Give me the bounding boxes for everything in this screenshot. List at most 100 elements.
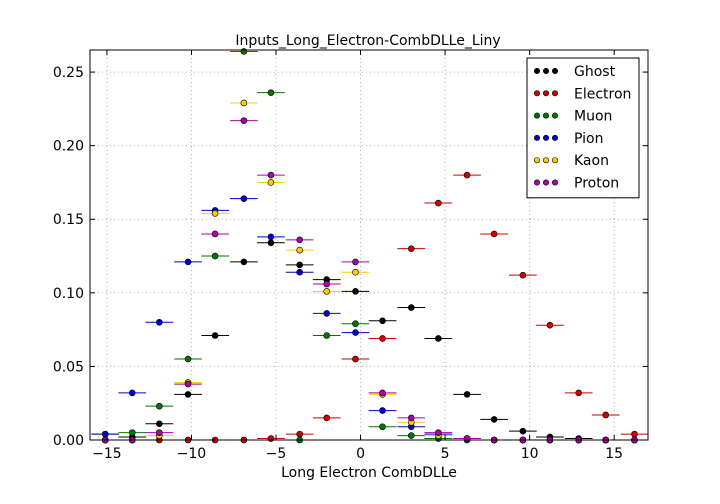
data-point bbox=[128, 429, 136, 436]
data-point bbox=[184, 380, 192, 388]
y-tick-label: 0.00 bbox=[53, 433, 84, 449]
legend-marker bbox=[533, 90, 540, 97]
data-point bbox=[519, 271, 527, 279]
y-tick-label: 0.10 bbox=[53, 286, 84, 302]
data-point bbox=[240, 195, 248, 202]
data-point bbox=[156, 420, 163, 428]
legend-marker bbox=[551, 90, 558, 97]
legend: Ghost Electron Muon Pion Kaon Proton bbox=[526, 57, 640, 199]
data-point bbox=[184, 258, 192, 266]
x-tick-label: 15 bbox=[605, 446, 623, 462]
data-point bbox=[407, 245, 415, 252]
data-point bbox=[128, 389, 136, 397]
data-point bbox=[240, 258, 248, 266]
axis-ticks: −15 −10 −5 0 5 10 15 0.00 0.05 0.10 0.15 0.20 0.25 bbox=[53, 50, 648, 462]
data-point bbox=[211, 210, 219, 217]
data-point bbox=[323, 310, 331, 317]
legend-marker bbox=[542, 157, 549, 164]
data-point bbox=[296, 430, 303, 438]
y-tick-label: 0.20 bbox=[53, 139, 84, 155]
x-tick-label: 0 bbox=[356, 446, 365, 462]
series-electron bbox=[91, 171, 648, 444]
data-point bbox=[407, 304, 415, 311]
data-point bbox=[211, 332, 219, 339]
legend-label-ghost: Ghost bbox=[574, 64, 616, 80]
data-point bbox=[323, 280, 331, 288]
chart-title: Inputs_Long_Electron-CombDLLe_Liny bbox=[235, 33, 500, 49]
legend-label-electron: Electron bbox=[574, 86, 631, 102]
data-point bbox=[407, 432, 415, 439]
data-point bbox=[267, 239, 275, 247]
series-ghost bbox=[91, 239, 648, 444]
legend-marker bbox=[533, 68, 540, 75]
x-tick-label: −15 bbox=[92, 446, 122, 462]
x-tick-label: −5 bbox=[266, 446, 287, 462]
data-point bbox=[267, 89, 275, 96]
legend-marker bbox=[533, 134, 540, 141]
legend-marker bbox=[551, 68, 558, 75]
data-point bbox=[323, 414, 331, 422]
data-point bbox=[323, 288, 331, 295]
data-point bbox=[379, 389, 386, 397]
y-tick-label: 0.15 bbox=[53, 212, 84, 228]
data-point bbox=[435, 199, 442, 207]
data-point bbox=[379, 423, 386, 431]
series-pion bbox=[91, 195, 648, 444]
data-point bbox=[211, 230, 219, 238]
data-point bbox=[211, 252, 219, 260]
x-axis-label: Long Electron CombDLLe bbox=[281, 465, 457, 481]
y-tick-label: 0.05 bbox=[53, 359, 84, 375]
legend-marker bbox=[542, 134, 549, 141]
legend-marker bbox=[533, 179, 540, 186]
legend-label-kaon: Kaon bbox=[574, 153, 609, 169]
data-point bbox=[602, 411, 610, 419]
data-point bbox=[435, 335, 442, 342]
data-point bbox=[407, 414, 415, 422]
legend-marker bbox=[542, 179, 549, 186]
data-point bbox=[296, 261, 303, 269]
data-point bbox=[352, 268, 359, 276]
data-point bbox=[240, 117, 248, 124]
data-point bbox=[296, 236, 303, 244]
legend-marker bbox=[533, 157, 540, 164]
data-point bbox=[296, 246, 303, 254]
legend-marker bbox=[542, 68, 549, 75]
data-point bbox=[519, 427, 527, 435]
data-point bbox=[267, 435, 275, 442]
data-point bbox=[435, 429, 442, 436]
data-point bbox=[184, 355, 192, 363]
data-point bbox=[631, 430, 638, 438]
data-point bbox=[240, 99, 248, 107]
data-point bbox=[379, 335, 386, 342]
data-point bbox=[575, 389, 582, 397]
data-point bbox=[156, 402, 163, 410]
data-point bbox=[352, 320, 359, 328]
legend-marker bbox=[551, 112, 558, 119]
data-point bbox=[156, 318, 163, 326]
data-point bbox=[379, 317, 386, 325]
data-point bbox=[267, 171, 275, 179]
legend-marker bbox=[551, 134, 558, 141]
legend-marker bbox=[542, 112, 549, 119]
data-point bbox=[352, 329, 359, 336]
data-point bbox=[463, 435, 471, 442]
legend-frame bbox=[526, 57, 640, 199]
x-tick-label: 5 bbox=[441, 446, 450, 462]
legend-marker bbox=[551, 179, 558, 186]
data-point bbox=[379, 407, 386, 414]
data-point bbox=[352, 355, 359, 363]
data-point bbox=[352, 288, 359, 295]
data-point bbox=[463, 391, 471, 398]
data-point bbox=[296, 268, 303, 276]
data-point bbox=[546, 321, 554, 329]
legend-label-proton: Proton bbox=[574, 176, 619, 192]
x-tick-label: 10 bbox=[521, 446, 539, 462]
y-tick-label: 0.25 bbox=[53, 65, 84, 81]
data-point bbox=[490, 416, 498, 423]
data-point bbox=[156, 429, 163, 436]
legend-marker bbox=[542, 90, 549, 97]
legend-marker bbox=[533, 112, 540, 119]
legend-label-pion: Pion bbox=[574, 131, 603, 147]
data-point bbox=[352, 258, 359, 266]
